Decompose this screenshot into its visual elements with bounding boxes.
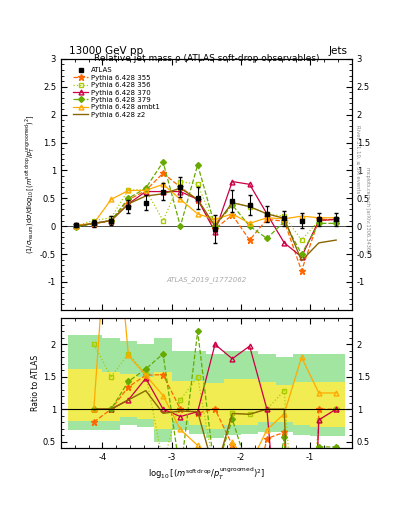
X-axis label: $\log_{10}[(m^\mathrm{soft\,drop}/p_T^\mathrm{ungroomed})^2]$: $\log_{10}[(m^\mathrm{soft\,drop}/p_T^\m… <box>148 466 265 482</box>
Title: Relative jet mass ρ (ATLAS soft-drop observables): Relative jet mass ρ (ATLAS soft-drop obs… <box>94 54 319 63</box>
Text: 13000 GeV pp: 13000 GeV pp <box>69 46 143 56</box>
Y-axis label: $(1/\sigma_\mathrm{resum})\,\mathrm{d}\sigma/\mathrm{d}\log_{10}[(m^\mathrm{soft: $(1/\sigma_\mathrm{resum})\,\mathrm{d}\s… <box>24 115 37 254</box>
Text: Rivet 3.1.10, ≥ 3M events: Rivet 3.1.10, ≥ 3M events <box>356 124 361 193</box>
Legend: ATLAS, Pythia 6.428 355, Pythia 6.428 356, Pythia 6.428 370, Pythia 6.428 379, P: ATLAS, Pythia 6.428 355, Pythia 6.428 35… <box>73 68 160 118</box>
Text: ATLAS_2019_I1772062: ATLAS_2019_I1772062 <box>166 276 246 283</box>
Text: mcplots.cern.ch [arXiv:1306.3436]: mcplots.cern.ch [arXiv:1306.3436] <box>365 167 371 252</box>
Text: Jets: Jets <box>329 46 348 56</box>
Y-axis label: Ratio to ATLAS: Ratio to ATLAS <box>31 355 40 411</box>
